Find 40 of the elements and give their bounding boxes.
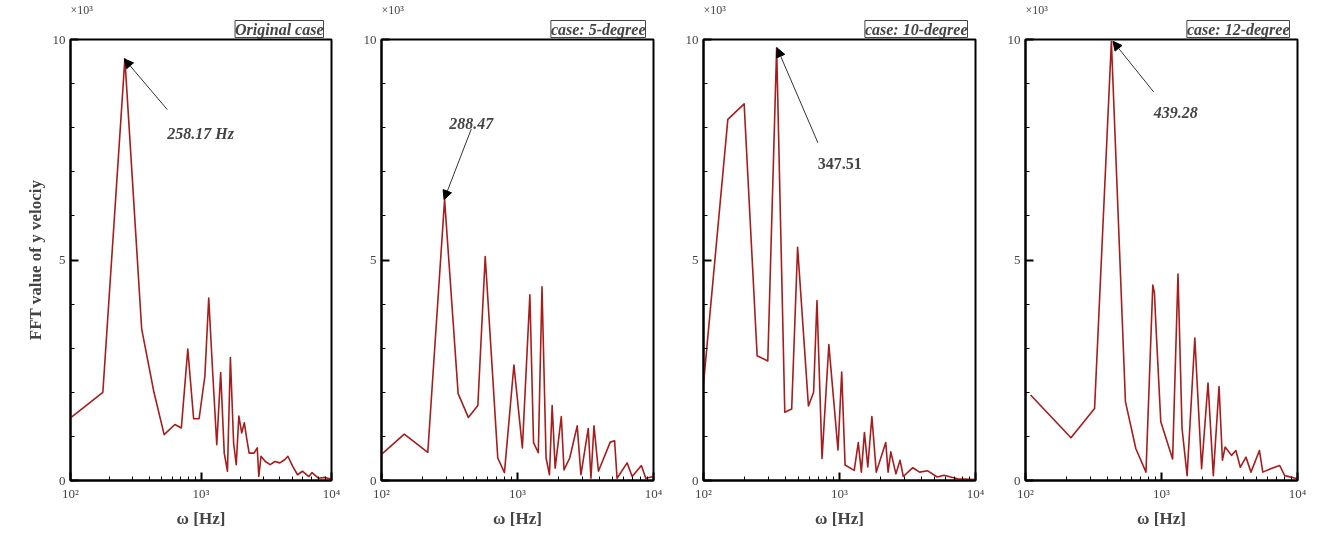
y-tick-label: 5 xyxy=(692,252,699,267)
y-tick-label: 5 xyxy=(370,252,377,267)
annotation: 439.28 xyxy=(1152,104,1198,122)
text: ×10³ xyxy=(1025,2,1049,17)
x-tick-label: 10³ xyxy=(509,485,527,501)
x-axis-title: ω [Hz] xyxy=(815,508,864,528)
y-tick-label: 0 xyxy=(692,472,699,488)
x-tick-label: 10² xyxy=(373,485,391,501)
y-tick-label: 0 xyxy=(59,472,66,488)
x-tick-label: 10² xyxy=(1017,485,1035,501)
y-tick-label: 0 xyxy=(1014,472,1021,488)
x-axis-title: ω [Hz] xyxy=(1137,508,1186,528)
x-tick-label: 10⁴ xyxy=(966,485,985,501)
annotation: 258.17 Hz xyxy=(166,125,235,143)
x-tick-label: 10² xyxy=(695,485,713,501)
annotation: 288.47 xyxy=(448,115,495,133)
y-tick-label: 0 xyxy=(370,472,377,488)
chart-title: case: 10-degree xyxy=(864,20,968,39)
text: ×10³ xyxy=(381,2,405,17)
chart-title: case: 12-degree xyxy=(1186,20,1290,39)
x-tick-label: 10³ xyxy=(1153,485,1171,501)
y-tick-label: 10 xyxy=(52,31,66,47)
y-axis-title: FFT value of y velociy xyxy=(25,179,45,341)
y-tick-label: 10 xyxy=(685,31,699,47)
x-tick-label: 10⁴ xyxy=(322,485,341,501)
x-tick-label: 10³ xyxy=(192,485,210,501)
x-tick-label: 10² xyxy=(62,485,80,501)
x-axis-title: ω [Hz] xyxy=(176,508,226,528)
x-tick-label: 10⁴ xyxy=(644,485,663,501)
chart-title: case: 5-degree xyxy=(550,20,646,39)
x-tick-label: 10³ xyxy=(831,485,849,501)
y-tick-label: 10 xyxy=(363,31,377,47)
text: ×10³ xyxy=(70,2,94,17)
x-axis-title: ω [Hz] xyxy=(493,508,542,528)
y-tick-label: 5 xyxy=(59,252,66,267)
y-tick-label: 5 xyxy=(1014,252,1021,267)
x-tick-label: 10⁴ xyxy=(1288,485,1307,501)
text: ×10³ xyxy=(703,2,727,17)
annotation: 347.51 xyxy=(817,155,862,173)
y-tick-label: 10 xyxy=(1007,31,1021,47)
